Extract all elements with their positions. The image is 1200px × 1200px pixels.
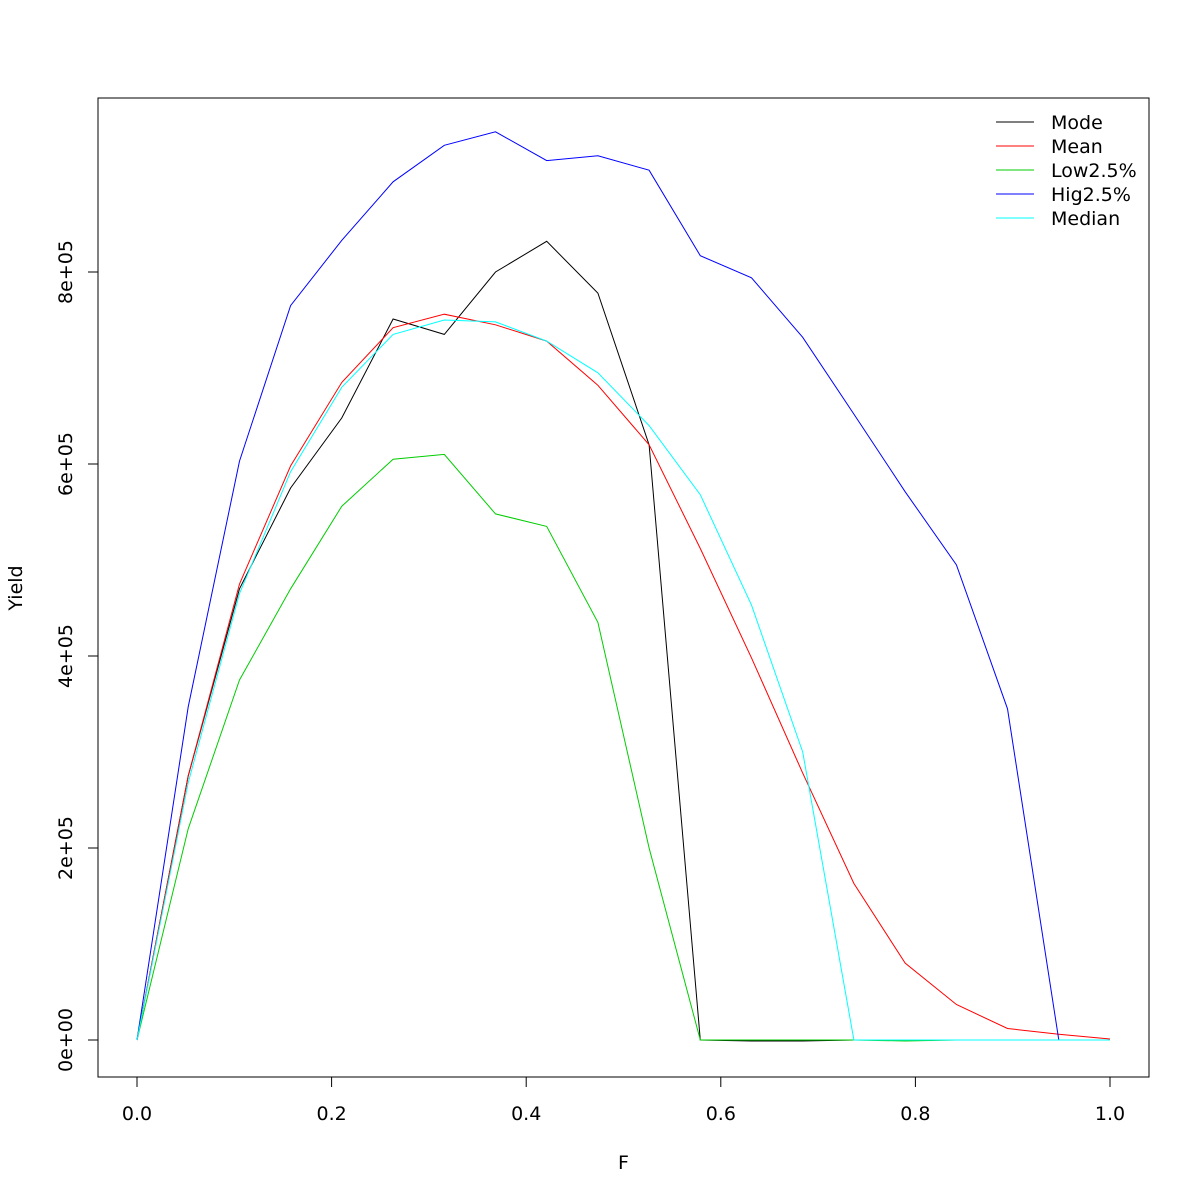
y-tick-label: 4e+05 xyxy=(55,624,77,688)
legend-label-mean: Mean xyxy=(1051,136,1103,158)
y-tick-label: 6e+05 xyxy=(55,432,77,496)
legend-label-hig2-5: Hig2.5% xyxy=(1051,184,1131,206)
x-tick-label: 0.0 xyxy=(122,1103,152,1125)
series-layer xyxy=(136,131,1111,1042)
legend-label-median: Median xyxy=(1051,208,1120,230)
legend-label-mode: Mode xyxy=(1051,112,1103,134)
y-tick-label: 0e+00 xyxy=(55,1008,77,1072)
series-line-mode xyxy=(136,240,1110,1042)
x-axis-label: F xyxy=(618,1152,629,1174)
series-line-low2-5 xyxy=(136,453,1110,1042)
x-tick-label: 0.6 xyxy=(706,1103,736,1125)
y-tick-label: 2e+05 xyxy=(55,816,77,880)
y-axis: 0e+00 2e+05 4e+05 6e+05 8e+05 xyxy=(55,240,99,1072)
y-tick-label: 8e+05 xyxy=(55,240,77,304)
x-tick-label: 0.8 xyxy=(900,1103,930,1125)
plot-frame xyxy=(97,97,1150,1078)
y-axis-label: Yield xyxy=(5,565,27,611)
x-tick-label: 0.4 xyxy=(511,1103,541,1125)
legend-label-low2-5: Low2.5% xyxy=(1051,160,1137,182)
x-tick-label: 1.0 xyxy=(1095,1103,1125,1125)
series-line-median xyxy=(136,319,1110,1041)
series-line-hig2-5 xyxy=(136,131,1110,1041)
x-axis: 0.0 0.2 0.4 0.6 0.8 1.0 xyxy=(122,1076,1125,1125)
series-line-mean xyxy=(136,313,1111,1041)
x-tick-label: 0.2 xyxy=(316,1103,346,1125)
